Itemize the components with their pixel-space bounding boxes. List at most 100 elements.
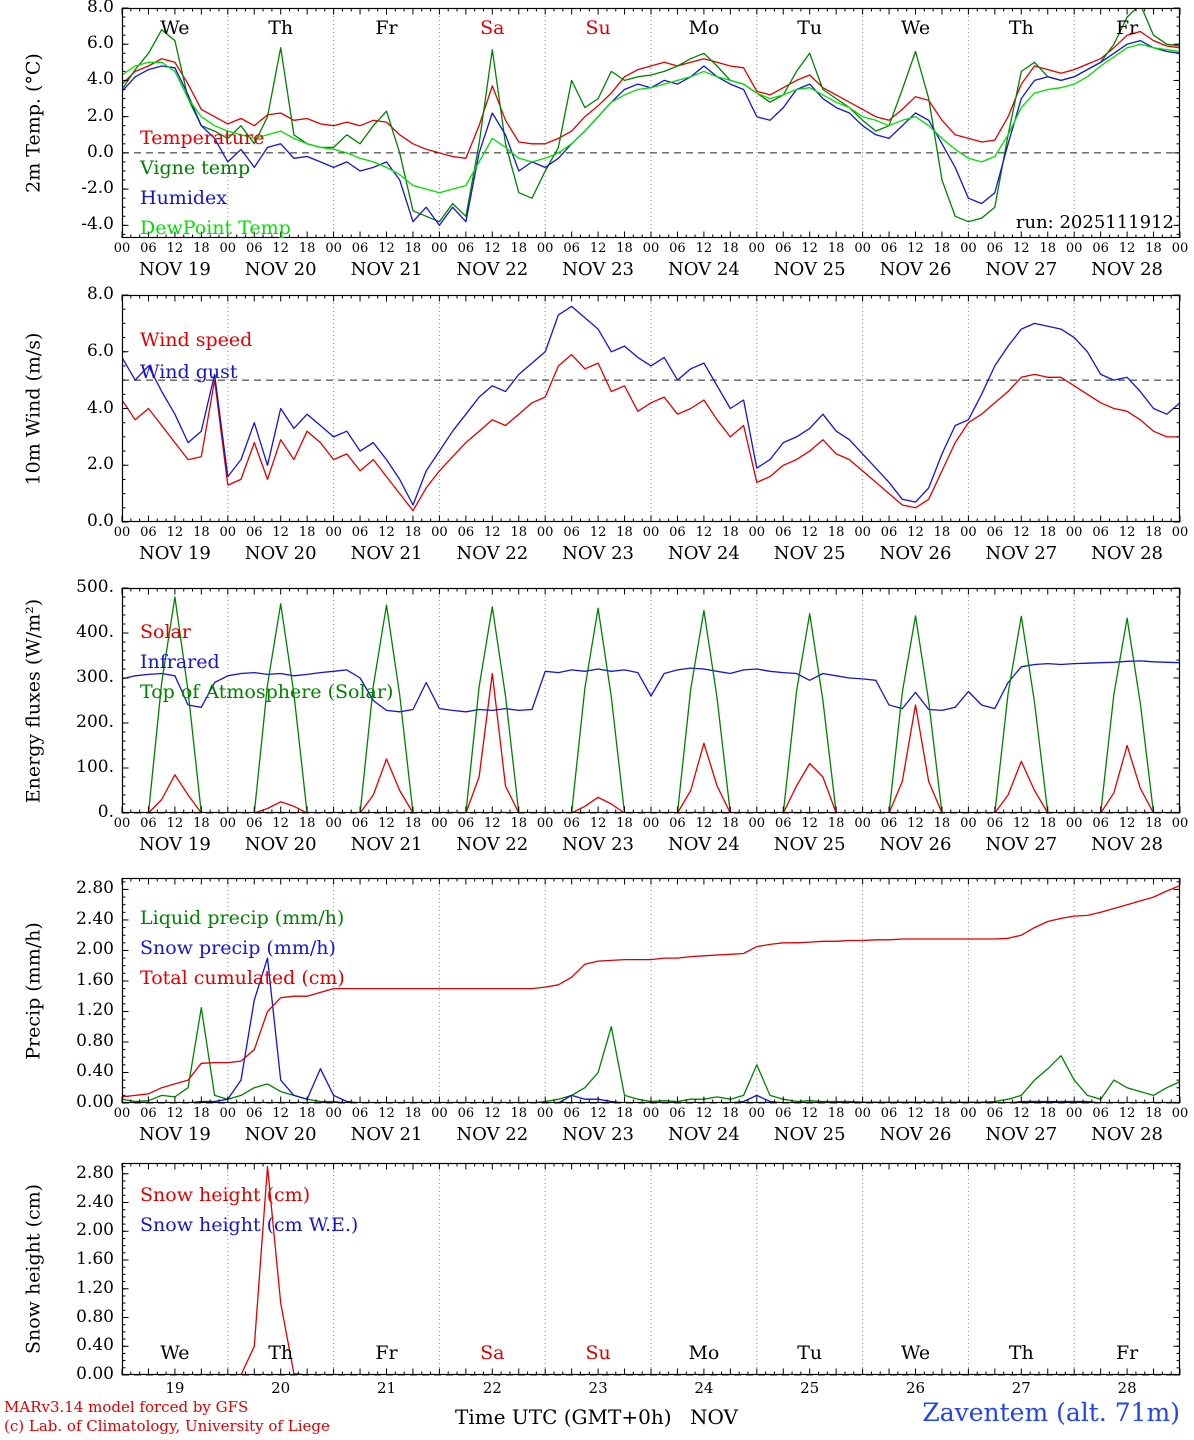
x-hour-label: 12: [166, 525, 184, 540]
ytick-label: 1.20: [76, 1000, 114, 1021]
series-dewpoint-temp: [122, 43, 1180, 194]
x-hour-label: 12: [378, 816, 395, 831]
x-hour-label: 00: [960, 525, 977, 540]
day-number-label: 24: [694, 1379, 714, 1397]
day-number-label: 27: [1011, 1379, 1031, 1397]
ytick-label: 2.0: [86, 105, 114, 126]
weekday-label-top: Th: [1008, 17, 1034, 39]
x-hour-label: 06: [563, 816, 580, 831]
ytick-label: 2.40: [76, 908, 114, 929]
x-hour-label: 00: [113, 1106, 131, 1121]
x-hour-label: 12: [695, 1106, 713, 1121]
x-hour-label: 06: [457, 816, 475, 831]
x-day-label: NOV 26: [879, 834, 952, 855]
x-hour-label: 00: [748, 1106, 766, 1121]
x-hour-label: 18: [1145, 241, 1162, 256]
legend-temperature-0: Temperature: [140, 127, 265, 149]
legend-energy-0: Solar: [140, 621, 191, 643]
station-label: Zaventem (alt. 71m): [922, 1398, 1180, 1427]
ytick-label: 2.00: [76, 939, 114, 960]
day-number-label: 23: [588, 1379, 608, 1397]
x-hour-label: 00: [1065, 525, 1083, 540]
ytick-label: 0.00: [76, 1364, 114, 1384]
series-top-of-atmosphere-solar-: [122, 596, 1180, 813]
x-hour-label: 18: [510, 525, 528, 540]
legend-temperature-1: Vigne temp: [140, 157, 251, 179]
x-hour-label: 12: [1013, 241, 1030, 256]
y-axis-title-temperature: 2m Temp. (°C): [22, 53, 45, 193]
x-day-label: NOV 26: [879, 259, 952, 280]
x-hour-label: 12: [484, 816, 501, 831]
x-hour-label: 18: [298, 525, 316, 540]
day-number-label: 20: [271, 1379, 291, 1397]
x-hour-label: 18: [193, 816, 210, 831]
panel-wind: [121, 294, 1181, 523]
x-day-label: NOV 19: [138, 543, 211, 564]
x-hour-label: 00: [854, 525, 871, 540]
x-hour-label: 06: [457, 1106, 475, 1121]
weekday-label-top: Mo: [688, 17, 720, 39]
x-hour-label: 18: [510, 1106, 528, 1121]
ytick-label: 4.0: [86, 397, 114, 418]
legend-snow-1: Snow height (cm W.E.): [140, 1214, 359, 1236]
x-hour-label: 06: [669, 1106, 686, 1121]
x-hour-label: 18: [404, 1106, 422, 1121]
x-hour-label: 18: [193, 241, 210, 256]
x-hour-label: 06: [563, 241, 580, 256]
x-hour-label: 06: [669, 241, 686, 256]
x-day-label: NOV 24: [667, 834, 740, 855]
weekday-label-bottom: Mo: [688, 1342, 720, 1364]
x-hour-label: 00: [854, 241, 871, 256]
x-day-label: NOV 20: [244, 259, 317, 280]
x-hour-label: 00: [960, 241, 977, 256]
ytick-label: 500.: [76, 577, 114, 597]
x-day-label: NOV 23: [562, 543, 635, 564]
x-hour-label: 18: [616, 1106, 633, 1121]
time-axis-label: Time UTC (GMT+0h): [455, 1405, 672, 1429]
series-wind-speed: [122, 353, 1180, 512]
series-infrared: [122, 660, 1180, 713]
x-hour-label: 06: [457, 525, 475, 540]
x-day-label: NOV 25: [773, 259, 846, 280]
x-hour-label: 12: [1013, 816, 1030, 831]
weekday-label-bottom: Sa: [480, 1342, 505, 1364]
x-hour-label: 12: [378, 241, 395, 256]
x-hour-label: 18: [1145, 525, 1162, 540]
ytick-label: 0.0: [86, 511, 114, 531]
x-hour-label: 00: [1171, 525, 1189, 540]
x-hour-label: 12: [272, 816, 289, 831]
x-hour-label: 18: [827, 1106, 845, 1121]
x-hour-label: 00: [219, 241, 237, 256]
x-hour-label: 12: [484, 525, 501, 540]
x-hour-label: 00: [325, 1106, 342, 1121]
weekday-label-bottom: Su: [585, 1342, 611, 1364]
x-hour-label: 12: [272, 525, 289, 540]
x-hour-label: 18: [722, 816, 739, 831]
x-hour-label: 00: [219, 816, 237, 831]
x-hour-label: 12: [589, 816, 607, 831]
weekday-label-top: Tu: [797, 17, 823, 39]
panel-temperature: [121, 7, 1181, 239]
weekday-label-bottom: Tu: [797, 1342, 823, 1364]
x-hour-label: 06: [774, 816, 792, 831]
x-hour-label: 18: [827, 525, 845, 540]
day-number-label: 28: [1117, 1379, 1137, 1397]
x-hour-label: 00: [748, 816, 766, 831]
x-day-label: NOV 23: [562, 834, 635, 855]
x-hour-label: 06: [563, 1106, 580, 1121]
x-hour-label: 18: [933, 525, 951, 540]
ytick-label: 0.0: [86, 141, 114, 162]
x-hour-label: 06: [1092, 241, 1109, 256]
x-hour-label: 00: [536, 1106, 554, 1121]
x-hour-label: 18: [616, 525, 633, 540]
x-day-label: NOV 26: [879, 1124, 952, 1145]
x-hour-label: 00: [325, 525, 342, 540]
x-hour-label: 00: [748, 525, 766, 540]
legend-precip-1: Snow precip (mm/h): [140, 937, 336, 959]
legend-precip-0: Liquid precip (mm/h): [140, 907, 345, 929]
x-hour-label: 12: [1118, 816, 1136, 831]
x-day-label: NOV 28: [1091, 1124, 1164, 1145]
model-credit-line1: MARv3.14 model forced by GFS: [4, 1398, 249, 1416]
x-hour-label: 00: [1065, 1106, 1083, 1121]
